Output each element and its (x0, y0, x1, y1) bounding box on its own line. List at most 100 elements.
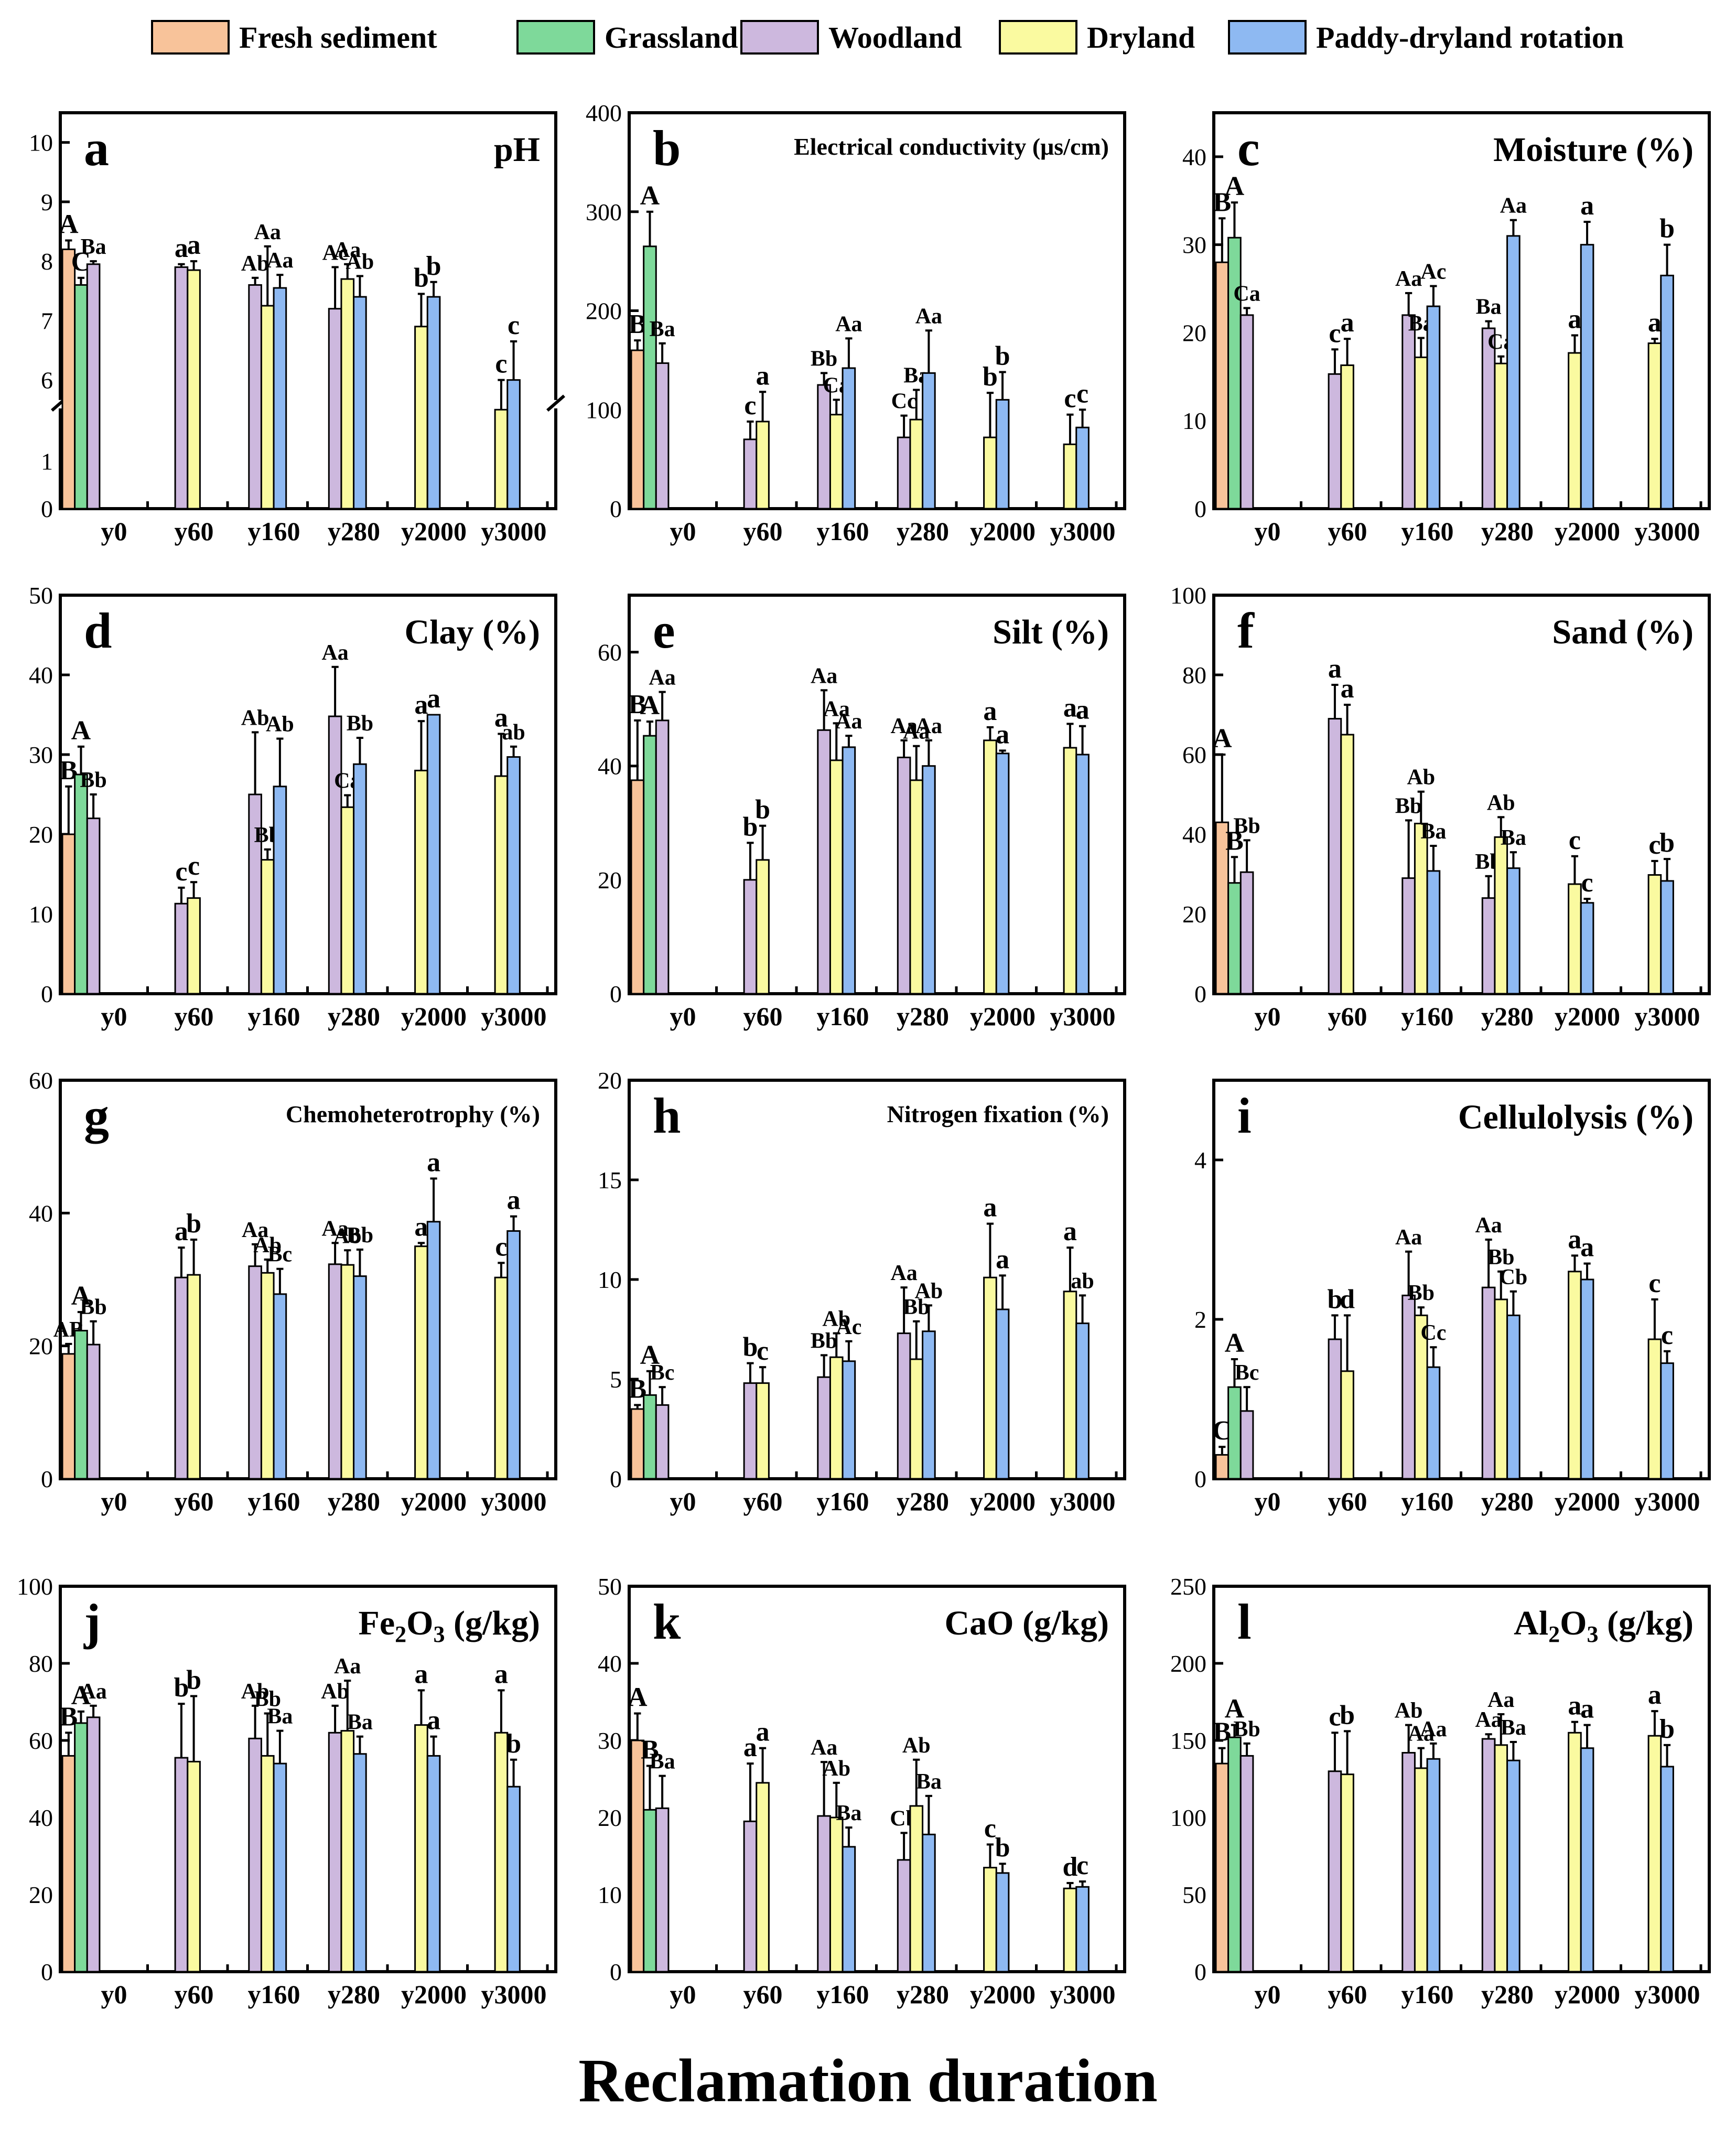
y-tick-label: 0 (610, 981, 622, 1007)
bar-paddy-dryland-rotation-y280 (922, 765, 936, 995)
bar-woodland-y280 (897, 436, 911, 510)
significance-label: Ba (1501, 826, 1526, 850)
plot-frame (59, 594, 557, 995)
bar-woodland-y60 (743, 438, 758, 510)
significance-label: c (1076, 379, 1088, 408)
x-tick-label: y2000 (1555, 1002, 1620, 1031)
significance-label: a (743, 1733, 757, 1762)
bar-fresh-sediment-y0 (1215, 1762, 1230, 1973)
panel-title: Moisture (%) (1493, 131, 1694, 169)
x-tick-label: y160 (1401, 1487, 1453, 1516)
bar-woodland-y0 (1239, 871, 1254, 995)
y-tick-label: 7 (41, 307, 53, 334)
bar-paddy-dryland-rotation-y280 (1506, 1314, 1521, 1480)
bar-woodland-y280 (897, 756, 911, 995)
bar-dryland-y280 (1494, 1744, 1508, 1973)
bar-paddy-dryland-rotation-y2000 (995, 752, 1010, 995)
bar-dryland-y2000 (414, 1724, 428, 1973)
bar-grassland-y0 (1227, 1736, 1242, 1973)
bar-woodland-y0 (86, 1343, 101, 1480)
significance-label: a (175, 1217, 188, 1246)
significance-label: Aa (266, 249, 293, 273)
significance-label: A (1225, 171, 1245, 201)
x-tick-label: y160 (816, 517, 869, 546)
bar-woodland-y160 (817, 729, 831, 995)
significance-label: b (1327, 1284, 1342, 1314)
bar-grassland-y0 (643, 1394, 657, 1480)
bar-woodland-y60 (174, 1276, 189, 1480)
significance-label: c (495, 1232, 507, 1262)
y-tick-label: 30 (29, 741, 53, 768)
y-tick-label: 100 (1170, 582, 1206, 609)
significance-label: Aa (321, 1217, 348, 1241)
bar-dryland-y160 (260, 305, 275, 510)
x-tick-label: y2000 (401, 1002, 467, 1031)
bar-woodland-y280 (328, 1732, 342, 1973)
bar-paddy-dryland-rotation-y3000 (1660, 274, 1674, 510)
bar-woodland-y60 (174, 902, 189, 995)
significance-label: a (1580, 191, 1594, 221)
significance-label: a (983, 1193, 997, 1223)
bar-grassland-y0 (74, 1722, 88, 1973)
bar-woodland-y280 (328, 308, 342, 510)
significance-label: b (426, 251, 441, 281)
significance-label: Ba (347, 1711, 373, 1735)
significance-label: a (996, 1244, 1009, 1274)
bar-dryland-y60 (1340, 1370, 1354, 1480)
x-tick-label: y3000 (1050, 1002, 1115, 1031)
bar-paddy-dryland-rotation-y3000 (1075, 1886, 1090, 1973)
significance-label: Bb (1233, 814, 1260, 838)
significance-label: c (188, 851, 200, 881)
bar-dryland-y2000 (414, 326, 428, 510)
x-tick-label: y3000 (1634, 517, 1700, 546)
x-tick-label: y60 (743, 517, 782, 546)
y-tick-label: 40 (598, 1650, 622, 1677)
panel-h: 05101520y0BABcy60bcy160BbAbAcy280AaBbAby… (598, 1067, 1126, 1516)
legend-swatch-paddy (1228, 20, 1307, 55)
panel-title: Sand (%) (1552, 613, 1694, 651)
x-tick-label: y2000 (1555, 517, 1620, 546)
x-tick-label: y280 (897, 1980, 949, 2009)
y-tick-label: 100 (17, 1573, 53, 1600)
legend-swatch-fresh (151, 20, 230, 55)
bar-fresh-sediment-y0 (630, 349, 645, 510)
x-tick-label: y3000 (481, 1980, 546, 2009)
x-tick-label: y3000 (1050, 1980, 1115, 2009)
y-tick-label: 200 (586, 298, 622, 325)
bar-paddy-dryland-rotation-y280 (353, 763, 367, 995)
bar-woodland-y280 (1481, 1286, 1496, 1480)
significance-label: b (1659, 828, 1675, 858)
y-tick-label: 0 (610, 496, 622, 522)
significance-label: a (507, 1186, 521, 1216)
bar-woodland-y160 (817, 384, 831, 510)
bar-dryland-y2000 (1568, 352, 1582, 510)
y-tick-label: 20 (598, 867, 622, 894)
bar-woodland-y0 (86, 263, 101, 510)
bar-fresh-sediment-y0 (630, 1739, 645, 1973)
y-tick-label: 0 (1194, 1959, 1206, 1985)
x-tick-label: y160 (247, 1980, 300, 2009)
bar-dryland-y2000 (983, 1276, 997, 1480)
legend-item-fresh: Fresh sediment (151, 20, 437, 55)
bar-dryland-y60 (187, 897, 201, 995)
bar-dryland-y3000 (1063, 1887, 1077, 1973)
significance-label: Ca (1233, 282, 1260, 306)
bar-woodland-y0 (655, 1404, 670, 1480)
significance-label: c (1064, 384, 1076, 414)
y-tick-label: 40 (29, 662, 53, 689)
bar-woodland-y60 (1328, 373, 1342, 510)
bar-woodland-y160 (1401, 1752, 1416, 1973)
y-tick-label: 150 (1170, 1727, 1206, 1754)
significance-label: A (71, 716, 91, 746)
bar-dryland-y2000 (1568, 1732, 1582, 1973)
significance-label: c (1076, 1851, 1088, 1880)
significance-label: a (1568, 1691, 1581, 1721)
panel-letter: k (653, 1594, 681, 1650)
significance-label: Bc (650, 1361, 675, 1385)
y-tick-label: 30 (1182, 232, 1206, 259)
significance-label: b (995, 341, 1010, 371)
significance-label: c (1648, 830, 1660, 860)
legend-swatch-grass (516, 20, 595, 55)
bar-dryland-y3000 (1063, 747, 1077, 995)
bar-woodland-y60 (1328, 1338, 1342, 1480)
